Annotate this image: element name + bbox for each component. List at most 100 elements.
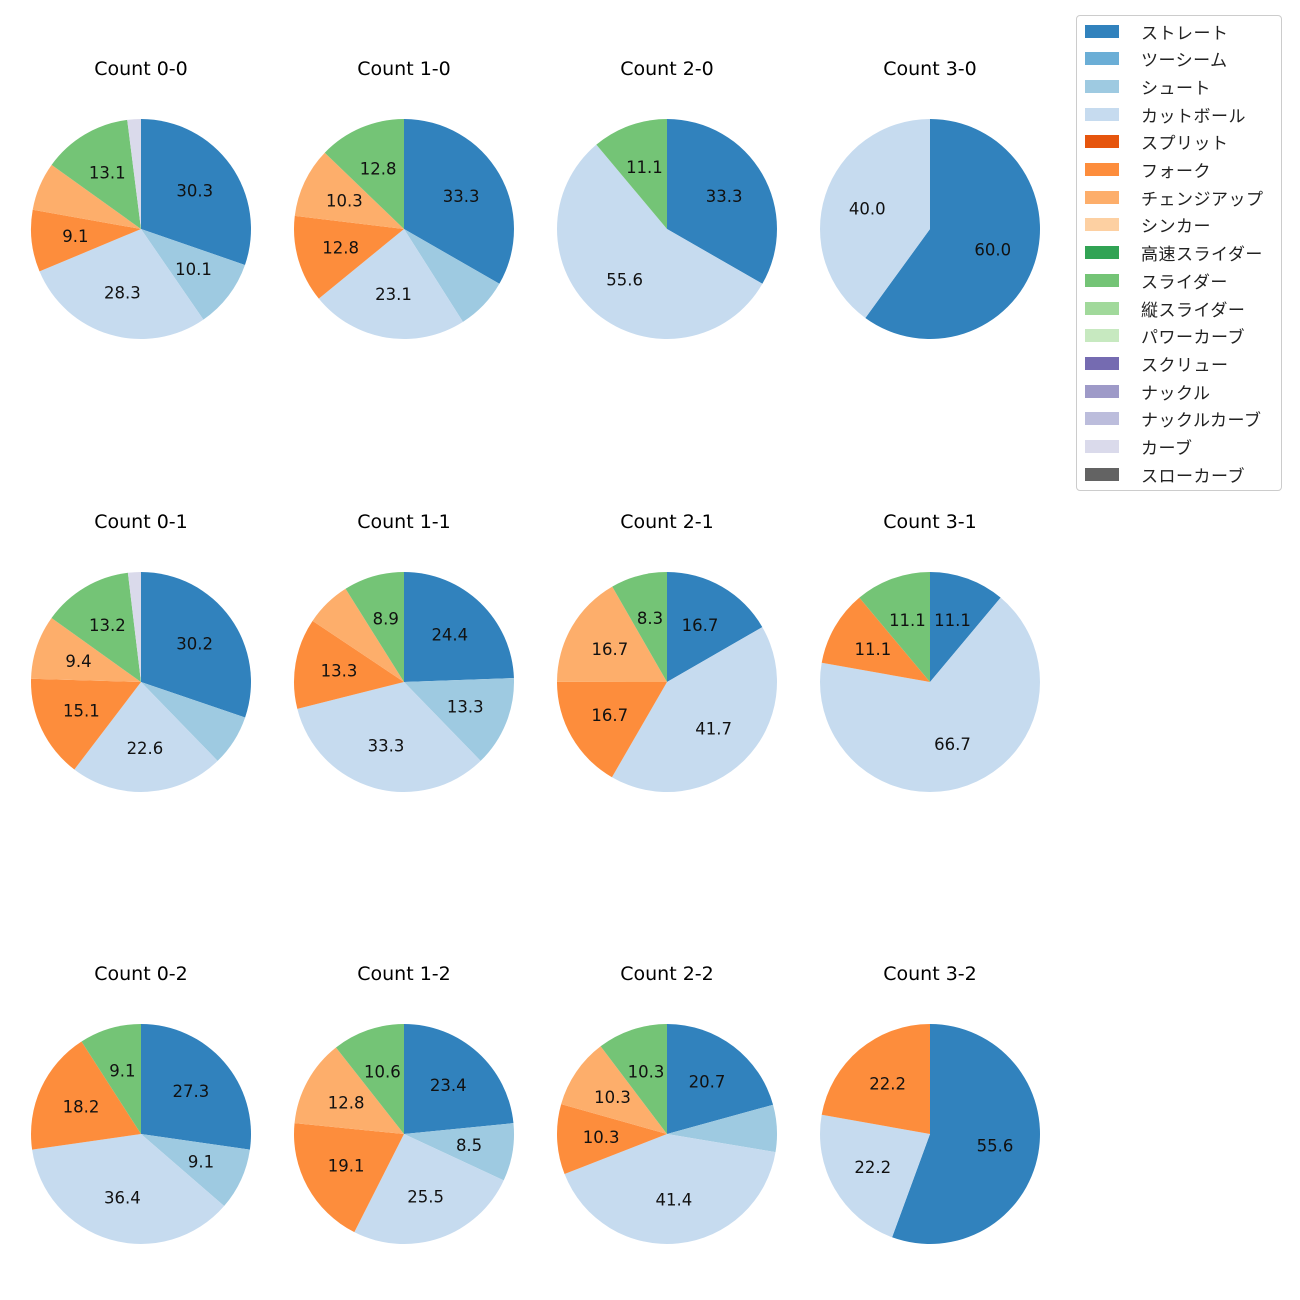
legend-item: スローカーブ bbox=[1085, 462, 1245, 487]
pie-slice-label: 33.3 bbox=[368, 736, 405, 755]
pie-slice bbox=[821, 597, 930, 682]
pie-slice bbox=[32, 1134, 225, 1244]
pie-slice bbox=[141, 229, 245, 320]
pie-slice-label: 24.4 bbox=[431, 625, 468, 644]
legend-swatch bbox=[1085, 79, 1119, 93]
pie-slice bbox=[324, 119, 404, 229]
legend-label: シュート bbox=[1141, 78, 1211, 99]
pie-slice bbox=[141, 682, 246, 761]
pie-slice-label: 16.7 bbox=[592, 640, 629, 659]
pie-title: Count 1-0 bbox=[357, 58, 451, 80]
pie-slice bbox=[819, 119, 930, 318]
pie-slice-label: 22.2 bbox=[854, 1158, 891, 1177]
pie-slice-label: 9.1 bbox=[188, 1152, 214, 1171]
pie-slice bbox=[667, 1104, 777, 1153]
pie-chart: Count 3-1 11.1 66.7 11.1 11.1 bbox=[820, 511, 1041, 792]
pie-slice-label: 10.6 bbox=[364, 1063, 401, 1082]
legend-swatch bbox=[1085, 107, 1119, 121]
legend-label: カーブ bbox=[1141, 439, 1193, 459]
pie-slice bbox=[820, 1114, 930, 1238]
legend-swatch bbox=[1085, 190, 1119, 204]
legend-item: スライダー bbox=[1085, 268, 1228, 293]
pie-slice bbox=[404, 1024, 514, 1134]
pie-slice-label: 8.3 bbox=[637, 609, 663, 628]
pie-slice-label: 11.1 bbox=[889, 611, 926, 630]
pie-slice bbox=[318, 229, 463, 339]
legend-item: パワーカーブ bbox=[1085, 324, 1245, 348]
pie-slice bbox=[561, 1046, 667, 1134]
pie-slice-label: 10.3 bbox=[594, 1088, 631, 1107]
legend-label: 高速スライダー bbox=[1141, 245, 1263, 266]
pie-slice-label: 28.3 bbox=[104, 283, 141, 302]
legend-label: パワーカーブ bbox=[1141, 328, 1245, 349]
pie-slice bbox=[141, 119, 251, 265]
pie-slice bbox=[667, 119, 777, 284]
pie-slice-label: 11.1 bbox=[934, 611, 971, 630]
pie-slice bbox=[294, 1047, 404, 1134]
pie-slice bbox=[821, 1024, 930, 1134]
pie-title: Count 0-2 bbox=[94, 963, 188, 985]
legend-item: 高速スライダー bbox=[1085, 241, 1263, 265]
legend-item: ナックルカーブ bbox=[1085, 407, 1261, 431]
pie-chart: Count 1-1 24.4 13.3 33.3 13.3 8.9 bbox=[294, 511, 514, 792]
pie-chart: Count 0-0 30.3 10.1 28.3 9.1 13.1 bbox=[30, 58, 251, 340]
pie-title: Count 0-1 bbox=[94, 511, 188, 533]
legend-item: スプリット bbox=[1085, 130, 1229, 154]
pie-slice-label: 30.2 bbox=[176, 635, 213, 654]
pie-title: Count 3-0 bbox=[883, 58, 977, 80]
pie-slice-label: 33.3 bbox=[443, 187, 480, 206]
pie-slice-label: 23.4 bbox=[430, 1076, 467, 1095]
pie-slice-label: 9.4 bbox=[65, 652, 91, 671]
pie-slice bbox=[404, 1123, 514, 1181]
pie-slice bbox=[74, 682, 218, 792]
legend-item: スクリュー bbox=[1085, 351, 1229, 376]
pie-slice bbox=[31, 617, 141, 682]
pie-slice-label: 23.1 bbox=[375, 285, 412, 304]
pie-slice bbox=[51, 572, 141, 682]
pie-slice bbox=[141, 1134, 250, 1207]
legend-item: フォーク bbox=[1085, 158, 1211, 182]
pie-title: Count 1-2 bbox=[357, 963, 451, 985]
pie-slice bbox=[820, 597, 1041, 792]
pie-slice-label: 11.1 bbox=[855, 640, 892, 659]
pie-title: Count 3-1 bbox=[883, 511, 977, 533]
legend-item: ストレート bbox=[1085, 19, 1229, 44]
legend-swatch bbox=[1085, 356, 1119, 370]
legend-swatch bbox=[1085, 52, 1119, 66]
pie-slice bbox=[865, 119, 1040, 339]
pie-chart: Count 2-0 33.3 55.6 11.1 bbox=[556, 58, 777, 340]
pie-slice bbox=[930, 572, 1001, 682]
pie-title: Count 3-2 bbox=[883, 963, 977, 985]
pie-slice-label: 30.3 bbox=[176, 182, 213, 201]
pie-slice-label: 9.1 bbox=[109, 1062, 135, 1081]
pie-slice bbox=[557, 586, 667, 682]
legend-item: ナックル bbox=[1085, 379, 1211, 404]
pie-slice bbox=[564, 1134, 776, 1244]
legend-swatch bbox=[1085, 163, 1119, 176]
legend-item: シンカー bbox=[1085, 213, 1211, 237]
pie-slice bbox=[294, 1123, 404, 1233]
pie-slice-label: 8.5 bbox=[456, 1136, 482, 1155]
pie-slice-label: 36.4 bbox=[104, 1188, 141, 1207]
pie-slice-label: 27.3 bbox=[173, 1082, 210, 1101]
pie-title: Count 2-1 bbox=[620, 511, 714, 533]
pie-slice bbox=[31, 1041, 141, 1150]
pie-slice-label: 13.3 bbox=[321, 662, 358, 681]
legend-label: 縦スライダー bbox=[1141, 300, 1246, 321]
pie-chart: Count 0-1 30.2 22.6 15.1 9.4 13.2 bbox=[30, 511, 251, 792]
pie-slice bbox=[141, 1024, 251, 1150]
pie-chart: Count 1-2 23.4 8.5 25.5 19.1 12.8 10.6 bbox=[294, 963, 514, 1244]
pie-slice-label: 13.2 bbox=[89, 616, 126, 635]
pie-slice-label: 41.7 bbox=[695, 720, 732, 739]
pie-slice-label: 13.1 bbox=[89, 163, 126, 182]
pie-title: Count 0-0 bbox=[94, 58, 188, 80]
pie-slice bbox=[354, 1134, 504, 1244]
pie-slice bbox=[667, 572, 763, 682]
pie-title: Count 1-1 bbox=[357, 511, 451, 533]
pie-slice-label: 9.1 bbox=[62, 227, 88, 246]
pie-chart: Count 0-2 27.3 9.1 36.4 18.2 9.1 bbox=[31, 963, 251, 1244]
pie-slice-label: 16.7 bbox=[591, 706, 628, 725]
pie-slice bbox=[127, 119, 141, 229]
pie-slice bbox=[51, 119, 142, 229]
pie-slice bbox=[404, 678, 514, 761]
